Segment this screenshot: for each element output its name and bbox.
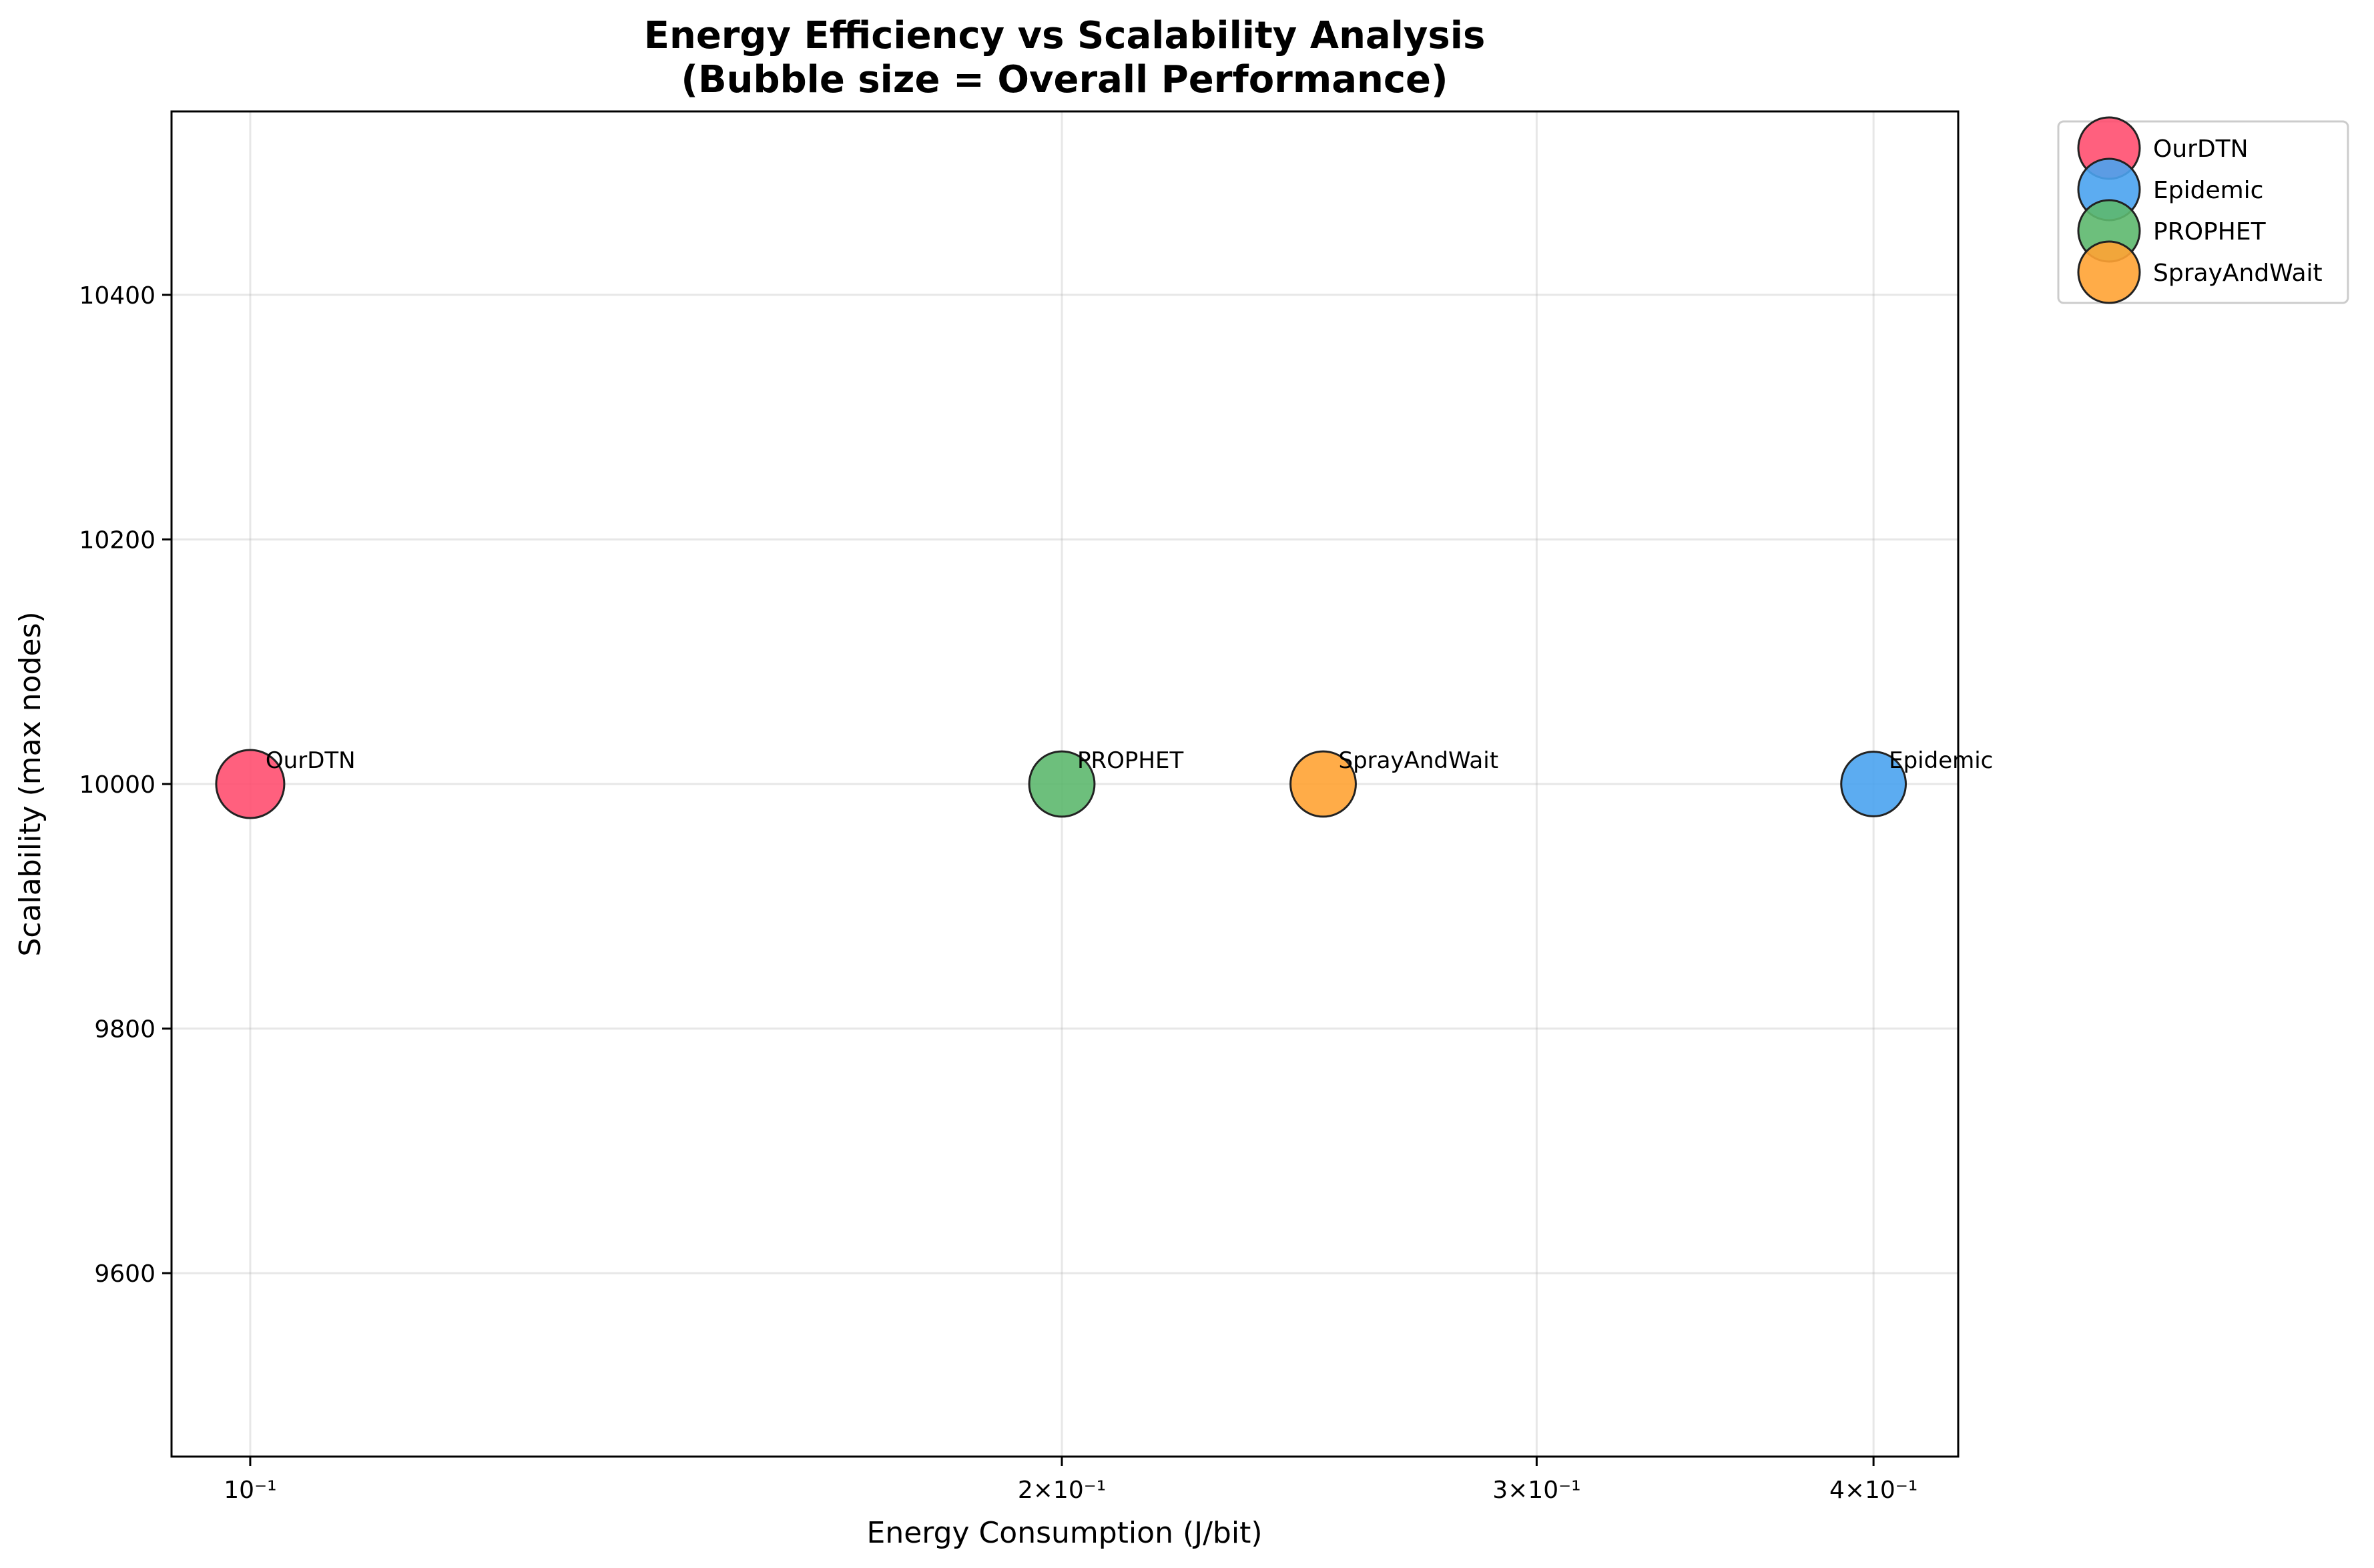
y-axis-label: Scalability (max nodes) xyxy=(13,611,47,956)
legend-label-prophet: PROPHET xyxy=(2153,218,2267,246)
point-annotations: OurDTN Epidemic PROPHET SprayAndWait xyxy=(266,747,1993,774)
point-epidemic xyxy=(1840,751,1907,817)
x-tick-label: 2×10⁻¹ xyxy=(1018,1477,1106,1504)
x-tick-label: 10⁻¹ xyxy=(224,1477,276,1504)
y-tick-label: 9800 xyxy=(94,1016,156,1044)
legend-label-sprayandwait: SprayAndWait xyxy=(2153,260,2323,287)
legend-marker-sprayandwait xyxy=(2077,240,2141,304)
legend-label-ourdtn: OurDTN xyxy=(2153,135,2249,163)
point-prophet xyxy=(1028,750,1096,818)
y-tick-label: 10000 xyxy=(79,771,156,799)
point-label-ourdtn: OurDTN xyxy=(266,747,356,774)
x-tick-label: 3×10⁻¹ xyxy=(1492,1477,1580,1504)
y-axis-ticks: 9600 9800 10000 10200 10400 xyxy=(79,282,172,1288)
point-label-sprayandwait: SprayAndWait xyxy=(1339,747,1499,774)
x-tick-label: 4×10⁻¹ xyxy=(1829,1477,1917,1504)
legend-label-epidemic: Epidemic xyxy=(2153,177,2263,204)
point-ourdtn xyxy=(215,749,286,819)
y-tick-label: 9600 xyxy=(94,1260,156,1288)
point-label-epidemic: Epidemic xyxy=(1889,747,1993,774)
point-sprayandwait xyxy=(1289,750,1357,818)
chart-title: Energy Efficiency vs Scalability Analysi… xyxy=(644,14,1486,57)
scatter-points xyxy=(215,749,1907,819)
chart-subtitle: (Bubble size = Overall Performance) xyxy=(681,58,1448,101)
y-tick-label: 10400 xyxy=(79,282,156,310)
x-axis-ticks: 10⁻¹ 2×10⁻¹ 3×10⁻¹ 4×10⁻¹ xyxy=(224,1457,1917,1504)
x-axis-label: Energy Consumption (J/bit) xyxy=(867,1516,1263,1550)
y-tick-label: 10200 xyxy=(79,526,156,554)
point-label-prophet: PROPHET xyxy=(1077,747,1183,774)
legend: OurDTN Epidemic PROPHET SprayAndWait xyxy=(2057,116,2349,304)
